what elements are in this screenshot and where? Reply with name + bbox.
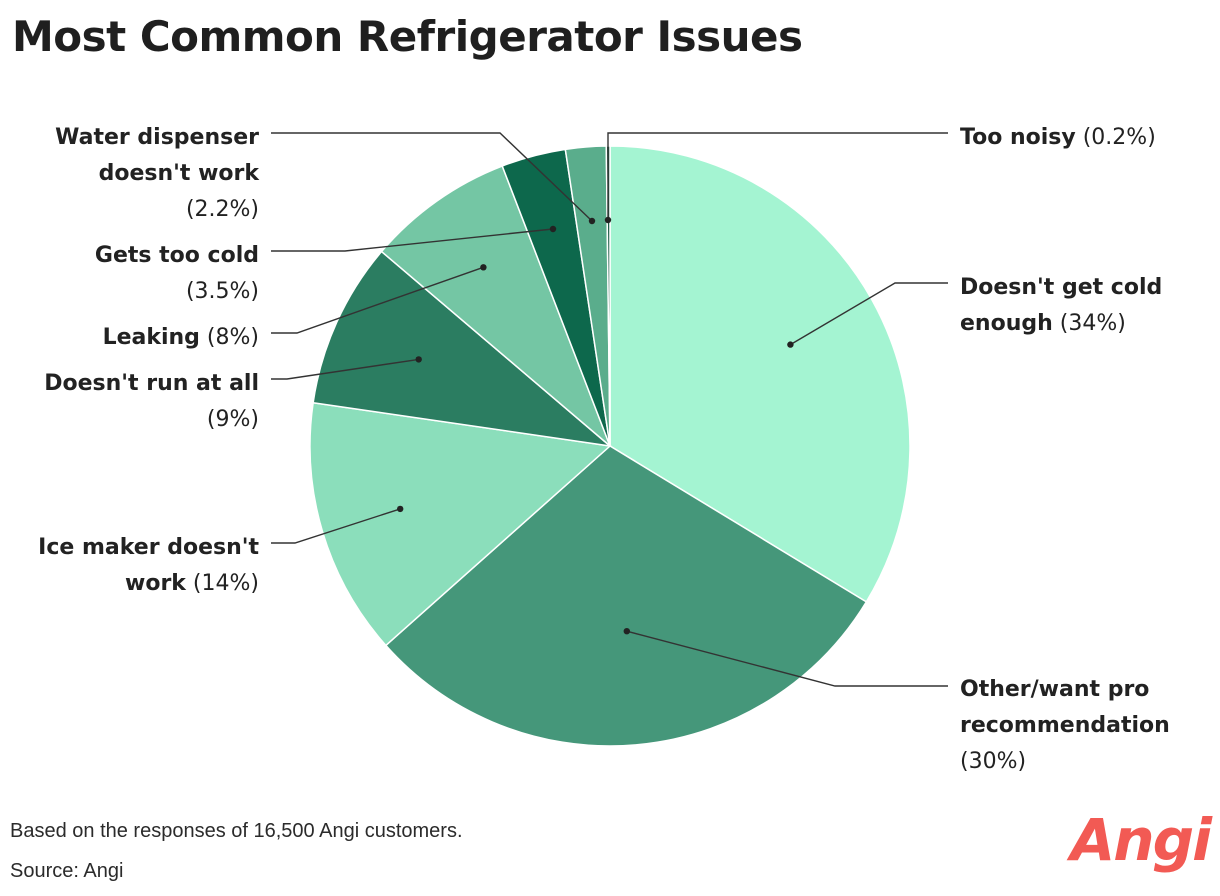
leader-line-ice-maker-doesn-t-work [271, 508, 401, 544]
slice-label-doesn-t-get-cold-enough: Doesn't get cold enough (34%) [960, 275, 1162, 336]
slice-label-line: Gets too cold [95, 243, 259, 268]
leader-line-doesn-t-get-cold-enough [790, 282, 948, 346]
leader-line-too-noisy [607, 132, 948, 220]
slice-label-other-want-pro-recommendation: Other/want pro recommendation (30%) [960, 677, 1170, 774]
slice-label-line: enough [960, 311, 1053, 336]
slice-label-ice-maker-doesn-t-work: Ice maker doesn't work (14%) [38, 535, 259, 596]
pie-slice-doesn-t-get-cold-enough [609, 145, 911, 603]
slice-label-line: recommendation [960, 713, 1170, 738]
pie-slice-doesn-t-run-at-all [312, 250, 613, 448]
slice-label-gets-too-cold: Gets too cold (3.5%) [95, 243, 259, 304]
angi-logo: Angi [1070, 806, 1212, 874]
pie-slice-other-want-pro-recommendation [384, 445, 868, 747]
anchor-dot-other-want-pro-recommendation [623, 628, 630, 635]
slice-label-line: Other/want pro [960, 677, 1149, 702]
anchor-dot-leaking [480, 264, 487, 271]
slice-percent: (14%) [186, 571, 259, 596]
slice-percent: (2.2%) [186, 197, 259, 222]
slice-percent: (8%) [200, 325, 259, 350]
slice-label-water-dispenser-doesn-t-work: Water dispenser doesn't work (2.2%) [55, 125, 260, 222]
chart-title: Most Common Refrigerator Issues [12, 12, 803, 61]
slice-label-line: work [125, 571, 187, 596]
anchor-dot-too-noisy [604, 216, 612, 224]
anchor-dot-gets-too-cold [549, 225, 557, 233]
leader-line-water-dispenser-doesn-t-work [271, 132, 593, 222]
anchor-dot-doesn-t-run-at-all [415, 356, 422, 363]
leader-line-other-want-pro-recommendation [626, 630, 948, 687]
slice-label-line: Doesn't get cold [960, 275, 1162, 300]
slice-label-leaking: Leaking (8%) [103, 325, 259, 350]
slice-label-line: doesn't work [99, 161, 261, 186]
slice-percent: (0.2%) [1076, 125, 1156, 150]
slice-label-line: Doesn't run at all [44, 371, 259, 396]
slice-label-too-noisy: Too noisy (0.2%) [960, 125, 1156, 150]
footer-note: Based on the responses of 16,500 Angi cu… [10, 820, 463, 842]
slice-label-line: Leaking [103, 325, 200, 350]
leader-line-gets-too-cold [271, 228, 554, 252]
slice-label-doesn-t-run-at-all: Doesn't run at all (9%) [44, 371, 259, 432]
leader-line-leaking [271, 266, 484, 334]
slice-percent: (30%) [960, 749, 1026, 774]
slice-percent: (34%) [1053, 311, 1126, 336]
slice-percent: (3.5%) [186, 279, 259, 304]
slice-label-line: Ice maker doesn't [38, 535, 259, 560]
anchor-dot-doesn-t-get-cold-enough [787, 341, 794, 348]
pie-chart: Doesn't get cold enough (34%) Other/want p… [38, 125, 1170, 774]
anchor-dot-ice-maker-doesn-t-work [397, 505, 404, 513]
footer-source: Source: Angi [10, 860, 124, 882]
slice-percent: (9%) [207, 407, 259, 432]
slice-label-line: Water dispenser [55, 125, 259, 150]
slice-label-line: Too noisy [960, 125, 1076, 150]
anchor-dot-water-dispenser-doesn-t-work [588, 217, 596, 225]
leader-line-doesn-t-run-at-all [271, 358, 419, 380]
pie-slice-ice-maker-doesn-t-work [309, 401, 612, 647]
